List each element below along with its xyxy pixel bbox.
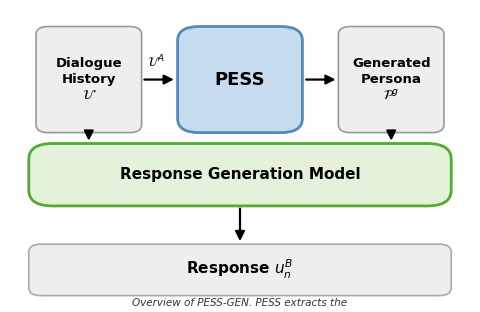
Text: $\mathcal{P}^g$: $\mathcal{P}^g$ <box>383 89 399 103</box>
FancyBboxPatch shape <box>29 144 451 206</box>
Text: Overview of PESS-GEN. PESS extracts the: Overview of PESS-GEN. PESS extracts the <box>132 298 348 308</box>
FancyBboxPatch shape <box>36 27 142 133</box>
Text: History: History <box>61 73 116 86</box>
Text: $\mathcal{U}^A$: $\mathcal{U}^A$ <box>147 54 165 71</box>
FancyBboxPatch shape <box>178 27 302 133</box>
FancyBboxPatch shape <box>338 27 444 133</box>
Text: PESS: PESS <box>215 71 265 89</box>
Text: Response Generation Model: Response Generation Model <box>120 167 360 182</box>
FancyBboxPatch shape <box>29 244 451 296</box>
Text: Persona: Persona <box>361 73 421 86</box>
Text: Generated: Generated <box>352 57 431 70</box>
Text: Response $u_n^B$: Response $u_n^B$ <box>186 258 294 281</box>
Text: $\mathcal{U}$: $\mathcal{U}$ <box>82 89 96 102</box>
Text: Dialogue: Dialogue <box>56 57 122 70</box>
